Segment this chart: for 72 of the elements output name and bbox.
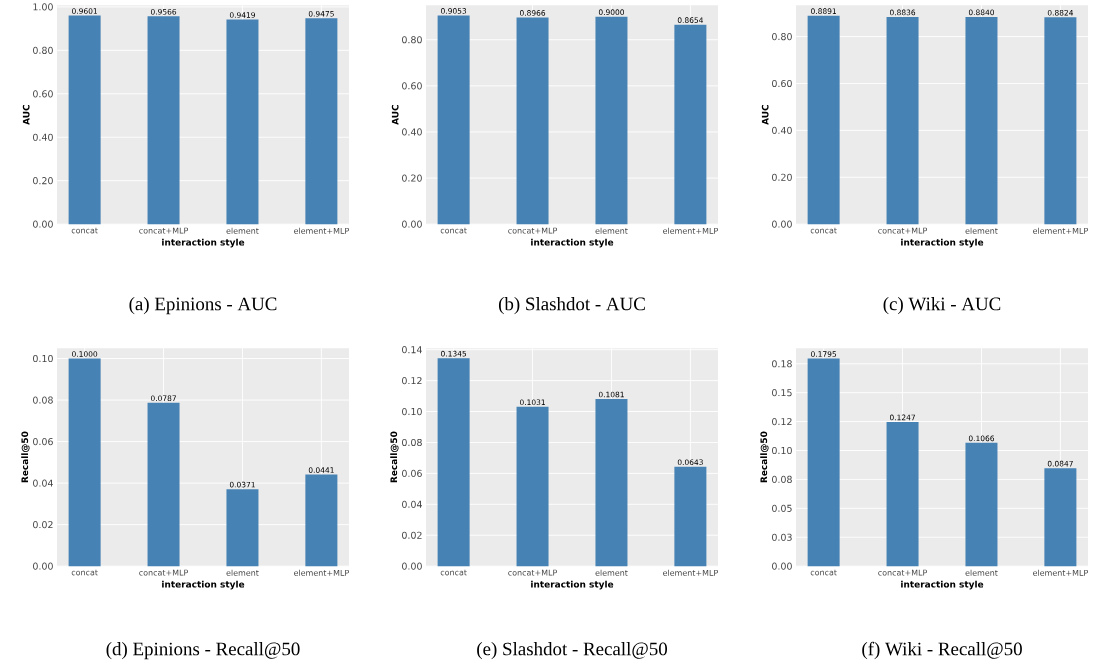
y-axis-title: Recall@50 <box>390 431 399 483</box>
y-tick-label: 0.02 <box>402 531 422 539</box>
y-tick-label: 0.08 <box>402 438 422 446</box>
y-tick-label: 0.03 <box>772 533 792 541</box>
y-tick-label: 0.20 <box>772 173 792 181</box>
y-tick-label: 0.00 <box>402 562 422 570</box>
y-tick-label: 0.14 <box>402 346 422 354</box>
x-axis-title: interaction style <box>901 238 984 248</box>
y-tick-label: 0.00 <box>772 562 792 570</box>
y-tick-label: 0.05 <box>772 504 792 512</box>
text: (c) Wiki - AUC <box>883 296 1001 315</box>
bar <box>965 442 998 567</box>
bar <box>437 15 470 225</box>
bar <box>305 474 338 567</box>
y-tick-label: 0.18 <box>772 360 792 368</box>
bar <box>226 489 259 567</box>
y-axis-title: AUC <box>761 104 769 125</box>
y-tick-label: 0.60 <box>772 79 792 87</box>
bar <box>595 16 628 225</box>
y-tick-label: 0.60 <box>402 82 422 90</box>
bar <box>674 24 707 225</box>
y-axis-title: Recall@50 <box>21 431 30 483</box>
x-axis-title: interaction style <box>531 238 614 248</box>
y-tick-label: 0.00 <box>772 220 792 228</box>
x-axis-title: interaction style <box>162 580 245 590</box>
y-tick-label: 0.12 <box>772 417 792 426</box>
bar <box>437 358 470 567</box>
bar <box>886 421 919 567</box>
y-axis-title: AUC <box>22 104 30 125</box>
y-tick-label: 0.15 <box>772 389 792 397</box>
bar <box>516 406 549 567</box>
text: (b) Slashdot - AUC <box>498 296 645 315</box>
text: (e) Slashdot - Recall@50 <box>477 641 668 660</box>
bar <box>595 398 628 567</box>
y-tick-label: 0.00 <box>402 220 422 228</box>
y-tick-label: 0.10 <box>402 407 422 416</box>
y-tick-label: 0.40 <box>33 133 53 141</box>
x-axis-title: interaction style <box>531 580 614 590</box>
y-tick-label: 0.08 <box>33 396 53 404</box>
y-tick-label: 0.20 <box>402 174 422 182</box>
y-tick-label: 0.12 <box>402 376 422 385</box>
y-axis-title: AUC <box>391 104 399 125</box>
x-axis-title: interaction style <box>901 580 984 590</box>
text: (f) Wiki - Recall@50 <box>862 641 1022 660</box>
y-tick-label: 0.80 <box>33 46 53 54</box>
y-tick-label: 0.00 <box>33 220 53 228</box>
y-tick-label: 0.40 <box>772 126 792 134</box>
bar <box>147 402 180 567</box>
y-tick-label: 0.80 <box>772 32 792 41</box>
bar <box>516 17 549 225</box>
y-tick-label: 0.04 <box>402 500 422 508</box>
y-tick-label: 0.08 <box>772 475 792 483</box>
y-tick-label: 0.06 <box>402 469 422 477</box>
bar <box>807 358 840 567</box>
y-tick-label: 0.60 <box>33 90 53 98</box>
y-tick-label: 1.00 <box>33 3 53 11</box>
bar <box>1044 468 1077 567</box>
bar <box>68 358 101 567</box>
y-axis-title: Recall@50 <box>760 431 769 483</box>
y-tick-label: 0.04 <box>33 479 53 487</box>
y-tick-label: 0.20 <box>33 177 53 185</box>
y-tick-label: 0.00 <box>33 562 53 570</box>
y-tick-label: 0.10 <box>33 354 53 363</box>
y-tick-label: 0.02 <box>33 520 53 529</box>
y-tick-label: 0.06 <box>33 437 53 446</box>
x-axis-title: interaction style <box>162 238 245 248</box>
bar <box>674 466 707 567</box>
y-tick-label: 0.10 <box>772 446 792 455</box>
text: (d) Epinions - Recall@50 <box>106 641 300 660</box>
y-tick-label: 0.80 <box>402 36 422 44</box>
y-tick-label: 0.40 <box>402 128 422 136</box>
text: (a) Epinions - AUC <box>129 296 277 315</box>
